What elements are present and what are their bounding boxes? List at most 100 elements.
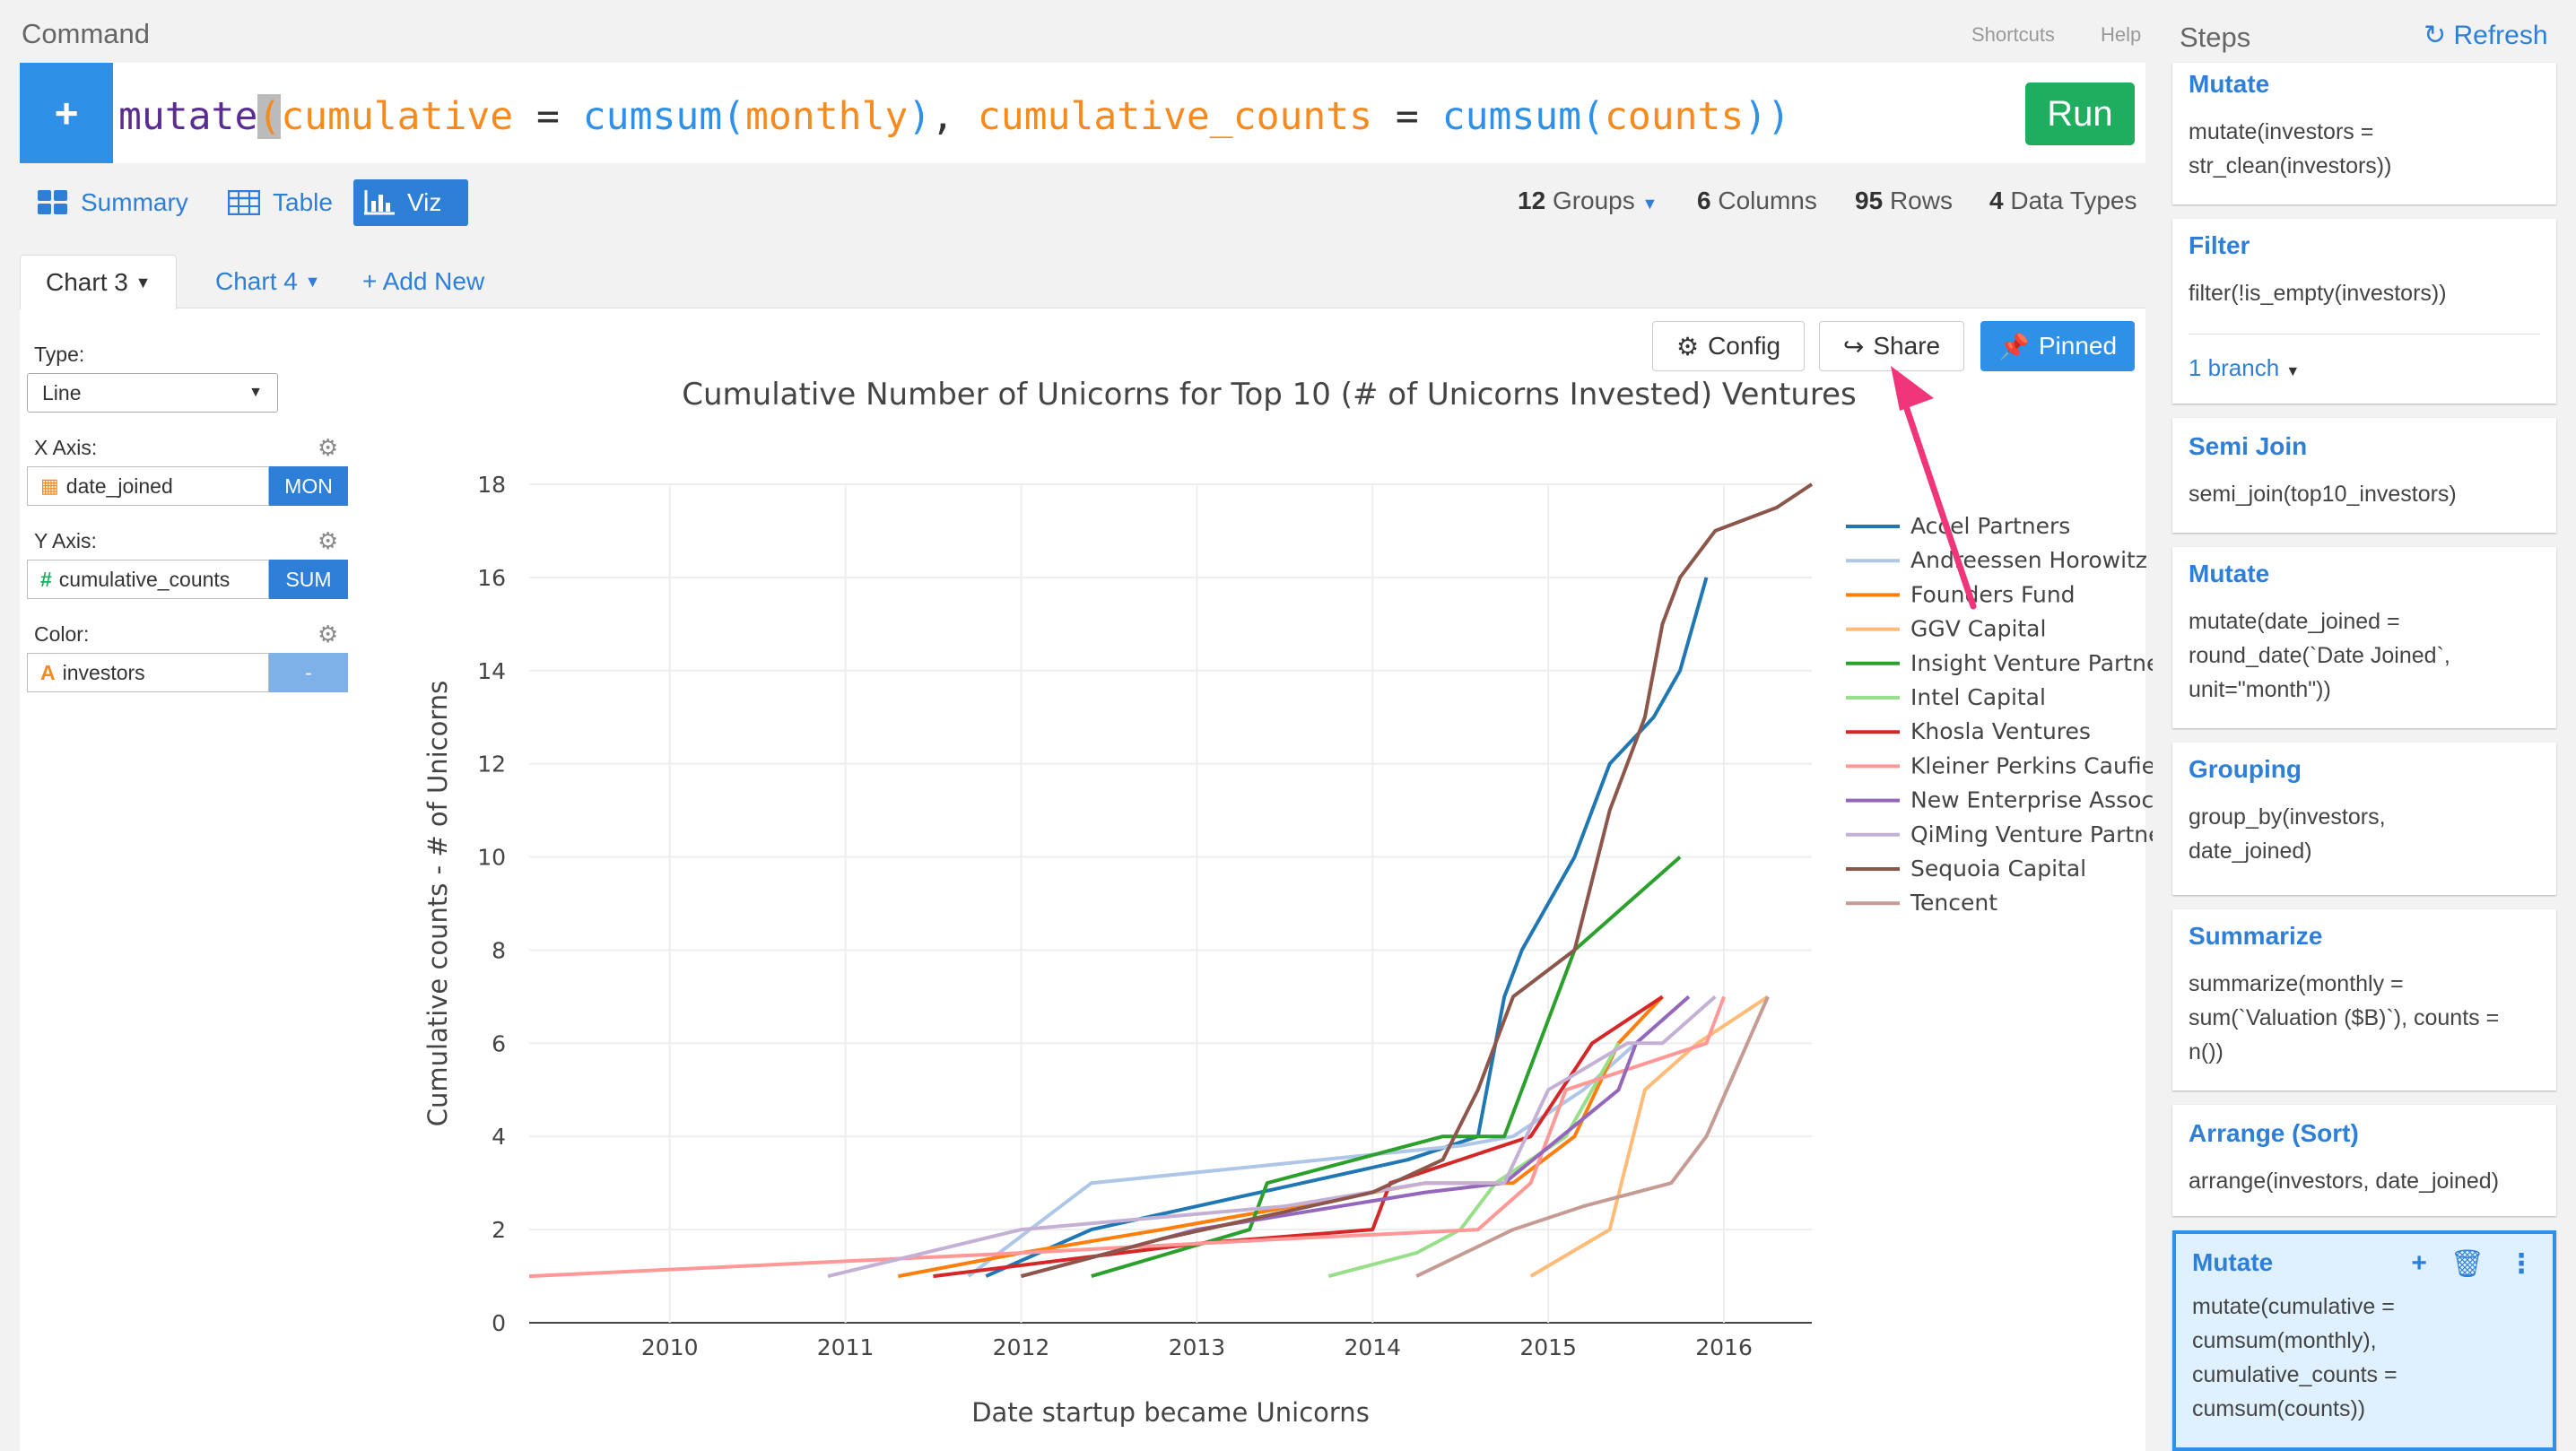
x-axis-field-name: date_joined bbox=[65, 474, 173, 498]
y-tick-label: 12 bbox=[477, 752, 506, 778]
step-card-active[interactable]: Mutate + 🗑 ⋮ mutate(cumulative = cumsum(… bbox=[2172, 1230, 2556, 1451]
x-tick-label: 2015 bbox=[1519, 1334, 1577, 1360]
columns-count: 6 bbox=[1697, 187, 1711, 214]
x-axis-aggregation[interactable]: MON bbox=[269, 466, 348, 506]
x-axis-title: Date startup became Unicorns bbox=[971, 1397, 1370, 1428]
step-title: Mutate bbox=[2192, 1248, 2274, 1276]
types-count: 4 bbox=[1989, 187, 2004, 214]
step-command: mutate(cumulative = cumsum(monthly), cum… bbox=[2192, 1294, 2398, 1421]
step-card[interactable]: Semi Join semi_join(top10_investors) bbox=[2172, 418, 2556, 533]
add-new-chart-tab[interactable]: + Add New bbox=[362, 267, 485, 295]
y-tick-label: 18 bbox=[477, 472, 506, 498]
legend-entry: Sequoia Capital bbox=[1910, 856, 2086, 882]
tab-table-label: Table bbox=[273, 188, 333, 216]
step-title: Mutate bbox=[2189, 560, 2270, 587]
x-axis-field[interactable]: ▦ date_joined bbox=[27, 466, 269, 506]
tab-summary[interactable]: Summary bbox=[27, 179, 199, 226]
command-token: cumulative_counts bbox=[977, 94, 1373, 139]
step-card[interactable]: Mutate mutate(investors = str_clean(inve… bbox=[2172, 63, 2556, 204]
add-step-button[interactable]: + bbox=[20, 63, 113, 163]
color-gear-icon[interactable]: ⚙ bbox=[318, 621, 339, 647]
rows-label: Rows bbox=[1889, 187, 1953, 214]
more-vertical-icon[interactable]: ⋮ bbox=[2508, 1249, 2535, 1279]
series-line bbox=[528, 995, 1726, 1279]
share-label: Share bbox=[1873, 332, 1941, 360]
share-button[interactable]: ↪ Share bbox=[1819, 321, 1964, 371]
pinned-button[interactable]: 📌 Pinned bbox=[1980, 321, 2135, 371]
caret-down-icon: ▼ bbox=[248, 385, 263, 400]
run-button[interactable]: Run bbox=[2025, 83, 2135, 145]
y-tick-label: 10 bbox=[477, 845, 506, 871]
tab-viz[interactable]: Viz bbox=[353, 179, 468, 226]
command-token: ( bbox=[1581, 94, 1605, 139]
y-axis-aggregation[interactable]: SUM bbox=[269, 560, 348, 599]
y-axis-label: Y Axis: bbox=[34, 529, 97, 552]
types-info: 4 Data Types bbox=[1989, 187, 2137, 215]
x-tick-label: 2016 bbox=[1695, 1334, 1753, 1360]
step-command: group_by(investors, date_joined) bbox=[2189, 804, 2386, 864]
pinned-label: Pinned bbox=[2038, 332, 2118, 360]
x-axis-gear-icon[interactable]: ⚙ bbox=[318, 434, 339, 461]
series-line bbox=[985, 577, 1709, 1278]
config-label: Config bbox=[1708, 332, 1781, 360]
tab-chart-4[interactable]: Chart 4 ▼ bbox=[190, 255, 345, 308]
rows-count: 95 bbox=[1855, 187, 1884, 214]
step-actions: + 🗑 ⋮ bbox=[2411, 1248, 2535, 1280]
chart-title: Cumulative Number of Unicorns for Top 10… bbox=[682, 377, 1857, 413]
command-token: = bbox=[1372, 94, 1442, 139]
step-card[interactable]: Mutate mutate(date_joined = round_date(`… bbox=[2172, 547, 2556, 728]
caret-down-icon: ▼ bbox=[1641, 195, 1658, 213]
tab-table[interactable]: Table bbox=[217, 179, 344, 226]
refresh-icon: ↻ bbox=[2424, 21, 2447, 50]
command-token: = bbox=[513, 94, 583, 139]
y-tick-label: 16 bbox=[477, 565, 506, 591]
series-line bbox=[827, 995, 1717, 1279]
groups-label: Groups bbox=[1552, 187, 1635, 214]
color-field[interactable]: A investors bbox=[27, 653, 269, 692]
color-field-name: investors bbox=[62, 660, 145, 684]
legend-entry: Accel Partners bbox=[1910, 513, 2070, 539]
y-axis-gear-icon[interactable]: ⚙ bbox=[318, 527, 339, 554]
tab-chart-3[interactable]: Chart 3 ▼ bbox=[20, 255, 178, 309]
step-card[interactable]: Arrange (Sort) arrange(investors, date_j… bbox=[2172, 1105, 2556, 1216]
command-token: monthly bbox=[745, 94, 909, 139]
color-aggregation[interactable]: - bbox=[269, 653, 348, 692]
command-token: counts bbox=[1604, 94, 1745, 139]
command-token: , bbox=[931, 94, 978, 139]
add-icon[interactable]: + bbox=[2411, 1248, 2427, 1278]
color-label: Color: bbox=[34, 622, 90, 646]
refresh-button[interactable]: ↻ Refresh bbox=[2424, 20, 2548, 51]
steps-title: Steps bbox=[2180, 22, 2251, 53]
trash-icon[interactable]: 🗑 bbox=[2450, 1249, 2485, 1279]
x-tick-label: 2011 bbox=[817, 1334, 875, 1360]
series-line bbox=[1020, 482, 1814, 1279]
refresh-label: Refresh bbox=[2453, 21, 2548, 50]
number-type-icon: # bbox=[40, 567, 52, 591]
y-axis-field[interactable]: # cumulative_counts bbox=[27, 560, 269, 599]
groups-dropdown[interactable]: 12 Groups ▼ bbox=[1518, 187, 1658, 215]
columns-info: 6 Columns bbox=[1697, 187, 1817, 215]
pin-icon: 📌 bbox=[1997, 332, 2030, 361]
table-icon bbox=[228, 190, 260, 215]
help-link[interactable]: Help bbox=[2101, 23, 2142, 46]
step-card[interactable]: Summarize summarize(monthly = sum(`Valua… bbox=[2172, 909, 2556, 1090]
branch-label: 1 branch bbox=[2189, 354, 2280, 381]
step-title: Grouping bbox=[2189, 755, 2302, 783]
config-button[interactable]: ⚙ Config bbox=[1652, 321, 1805, 371]
tab-chart-4-label: Chart 4 bbox=[215, 267, 298, 295]
legend-entry: Intel Capital bbox=[1910, 684, 2046, 710]
summary-icon bbox=[38, 190, 67, 214]
columns-label: Columns bbox=[1718, 187, 1817, 214]
command-token: )) bbox=[1744, 94, 1791, 139]
shortcuts-link[interactable]: Shortcuts bbox=[1971, 23, 2055, 46]
command-input[interactable]: mutate(cumulative = cumsum(monthly), cum… bbox=[118, 90, 1790, 143]
step-title: Arrange (Sort) bbox=[2189, 1119, 2359, 1147]
branch-dropdown[interactable]: 1 branch ▼ bbox=[2189, 334, 2540, 382]
step-command: summarize(monthly = sum(`Valuation ($B)`… bbox=[2189, 971, 2500, 1064]
groups-count: 12 bbox=[1518, 187, 1546, 214]
step-card[interactable]: Filter filter(!is_empty(investors)) 1 br… bbox=[2172, 219, 2556, 404]
series-line bbox=[1415, 995, 1770, 1278]
step-card[interactable]: Grouping group_by(investors, date_joined… bbox=[2172, 743, 2556, 895]
step-title: Summarize bbox=[2189, 922, 2323, 950]
chart-type-select[interactable]: Line ▼ bbox=[27, 373, 278, 413]
